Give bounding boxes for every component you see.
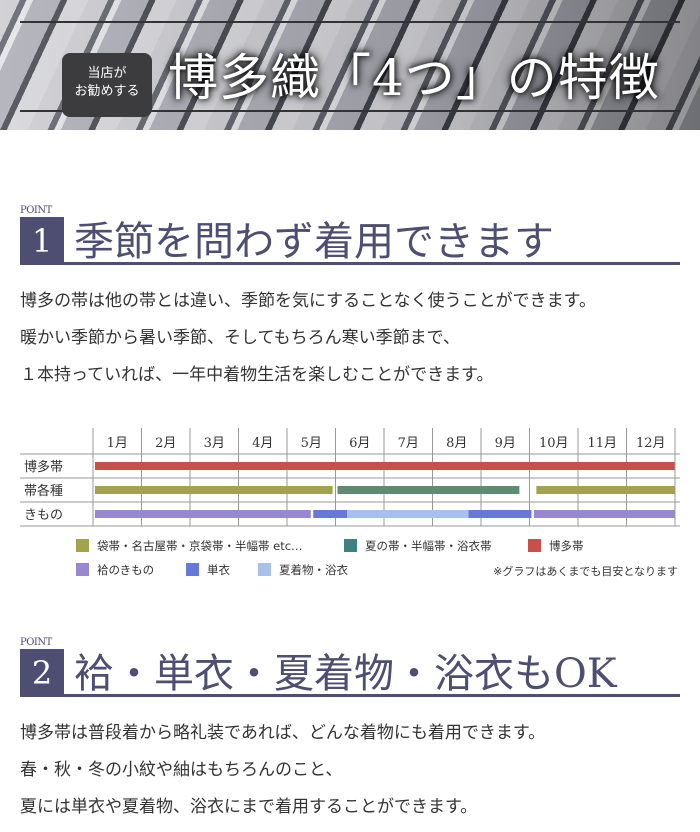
bar [95, 486, 333, 494]
legend-item: 博多帯 [528, 538, 584, 554]
text-line: 博多帯は普段着から略礼装であれば、どんな着物にも着用できます。 [20, 723, 546, 743]
month-label: 10月 [539, 436, 569, 451]
month-label: 11月 [587, 436, 617, 451]
legend-item: 夏着物・浴衣 [258, 562, 348, 578]
bar [533, 510, 675, 518]
point-rule [20, 694, 680, 697]
point-label: POINT [20, 637, 52, 648]
month-label: 7月 [398, 436, 419, 451]
month-label: 1月 [107, 436, 128, 451]
legend-label: 夏着物・浴衣 [279, 563, 348, 577]
legend-swatch [186, 563, 199, 576]
month-label: 9月 [495, 436, 516, 451]
badge-line-2: お勧めする [74, 84, 140, 99]
point-rule [20, 262, 680, 265]
bar [536, 486, 675, 494]
point-1-heading: POINT 1 季節を問わず着用できます [20, 205, 680, 275]
row-label: 博多帯 [24, 459, 63, 475]
text-line: 夏には単衣や夏着物、浴衣にまで着用することができます。 [20, 797, 478, 817]
month-label: 4月 [252, 436, 273, 451]
legend-item: 袷のきもの [76, 562, 154, 578]
bar [337, 486, 520, 494]
legend-label: 袋帯・名古屋帯・京袋帯・半幅帯 etc… [97, 539, 303, 553]
text-line: 春・秋・冬の小紋や紬はもちろんのこと、 [20, 760, 343, 780]
text-line: 博多の帯は他の帯とは違い、季節を気にすることなく使うことができます。 [20, 291, 596, 311]
recommend-badge: 当店が お勧めする [62, 53, 152, 117]
legend-swatch [528, 539, 541, 552]
banner-title: 博多織「4つ」の特徴 [168, 49, 660, 107]
bar [313, 510, 348, 518]
row-label: 帯各種 [24, 483, 63, 499]
point-2-heading: POINT 2 袷・単衣・夏着物・浴衣もOK [20, 637, 680, 707]
bar [347, 510, 469, 518]
legend-item: 夏の帯・半幅帯・浴衣帯 [344, 538, 492, 554]
banner-rule [20, 21, 680, 23]
bar [95, 510, 311, 518]
legend-label: 夏の帯・半幅帯・浴衣帯 [365, 539, 492, 553]
legend: 袋帯・名古屋帯・京袋帯・半幅帯 etc… 夏の帯・半幅帯・浴衣帯 博多帯 袷のき… [76, 538, 676, 583]
month-label: 2月 [155, 436, 176, 451]
legend-swatch [344, 539, 357, 552]
legend-swatch [258, 563, 271, 576]
legend-label: 袷のきもの [97, 563, 155, 577]
month-label: 6月 [349, 436, 370, 451]
legend-item: 袋帯・名古屋帯・京袋帯・半幅帯 etc… [76, 538, 303, 554]
point-2-text: 博多帯は普段着から略礼装であれば、どんな着物にも着用できます。 春・秋・冬の小紋… [20, 715, 545, 826]
banner-rule-bottom [20, 110, 680, 112]
month-label: 12月 [636, 436, 666, 451]
bar [95, 462, 675, 470]
point-number: 1 [20, 217, 64, 263]
text-line: １本持っていれば、一年中着物生活を楽しむことができます。 [20, 365, 494, 385]
month-label: 5月 [301, 436, 322, 451]
month-label: 8月 [446, 436, 467, 451]
month-label: 3月 [204, 436, 225, 451]
row-label: きもの [24, 508, 63, 523]
point-1-text: 博多の帯は他の帯とは違い、季節を気にすることなく使うことができます。 暖かい季節… [20, 283, 596, 394]
text-line: 暖かい季節から暑い季節、そしてもちろん寒い季節まで、 [20, 328, 460, 348]
legend-label: 単衣 [207, 563, 230, 577]
bar [468, 510, 532, 518]
banner: 当店が お勧めする 博多織「4つ」の特徴 [0, 0, 700, 130]
legend-label: 博多帯 [549, 539, 584, 553]
point-number: 2 [20, 649, 64, 695]
legend-swatch [76, 539, 89, 552]
badge-line-1: 当店が [87, 66, 127, 81]
point-title: 袷・単衣・夏着物・浴衣もOK [74, 651, 617, 697]
legend-item: 単衣 [186, 562, 230, 578]
legend-swatch [76, 563, 89, 576]
point-title: 季節を問わず着用できます [74, 219, 554, 265]
point-label: POINT [20, 205, 52, 216]
chart-note: ※グラフはあくまでも目安となります [493, 565, 678, 578]
